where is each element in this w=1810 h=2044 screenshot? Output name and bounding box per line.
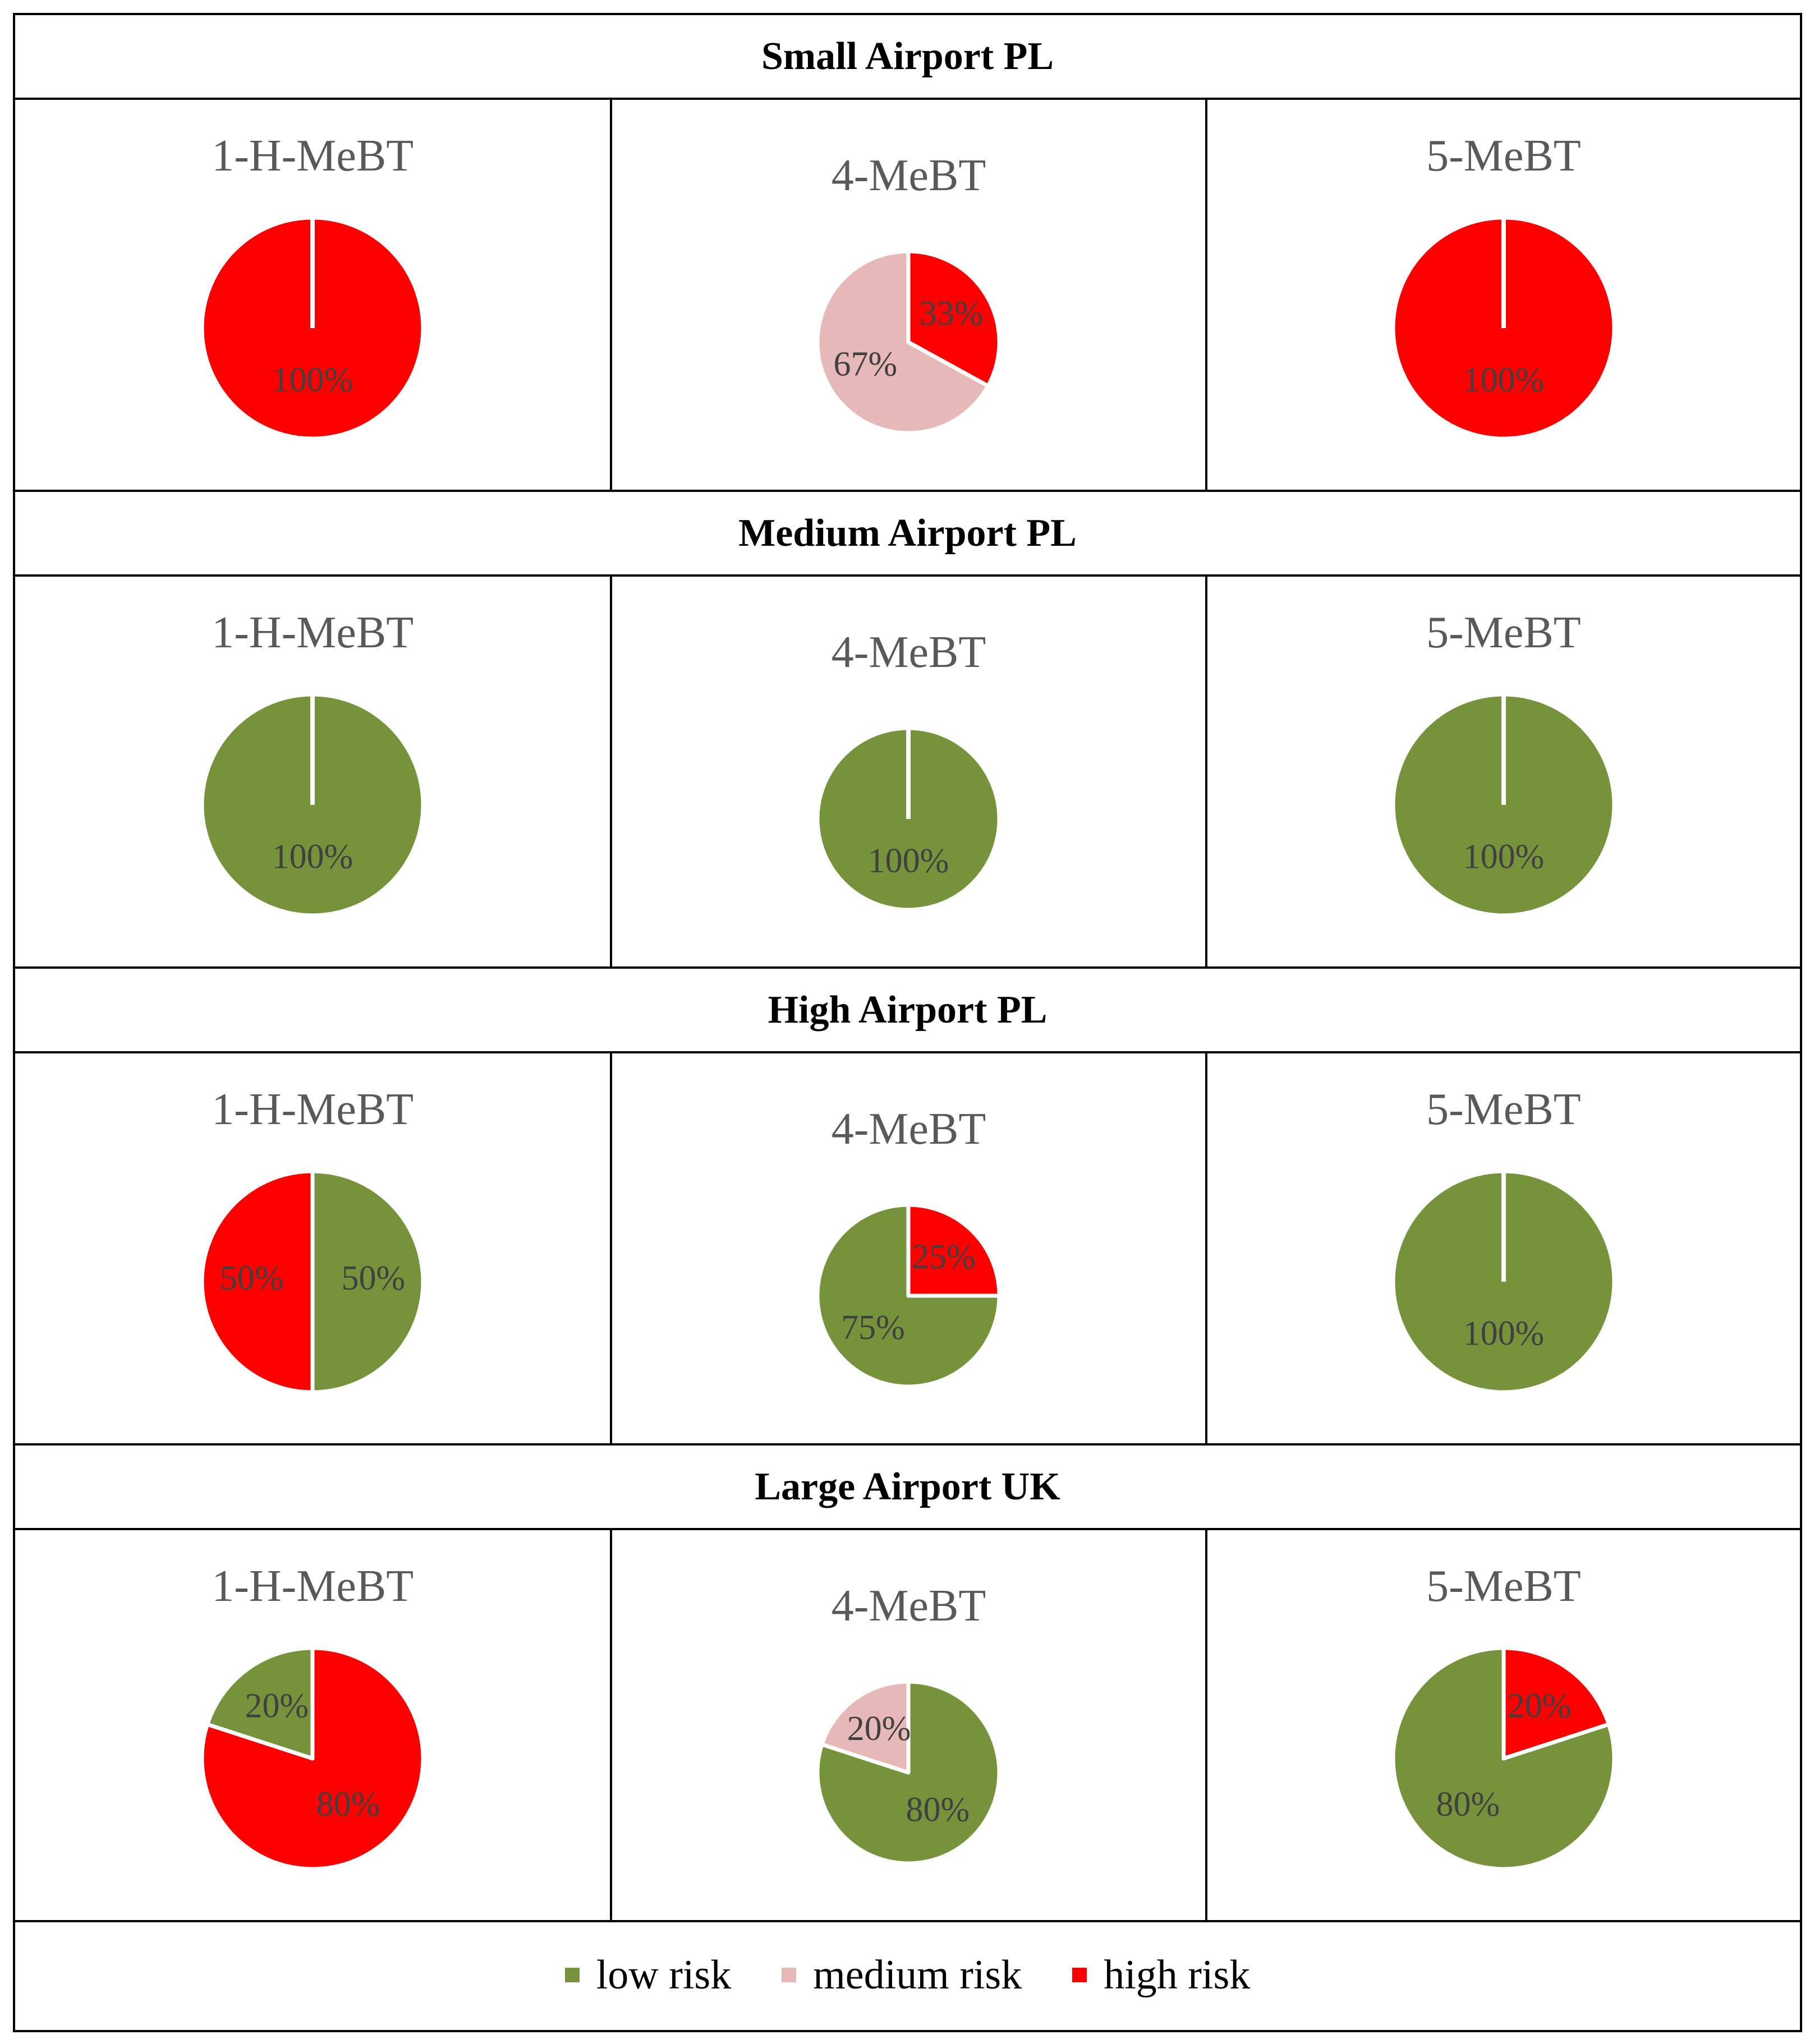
pie-chart: 100% [815,726,1002,912]
pie-data-label: 100% [1463,838,1544,876]
pie-slice-high [906,249,1002,388]
pie-slice-medium [816,249,990,435]
chart-title: 1-H-MeBT [212,131,414,181]
pie-chart: 100% [200,215,425,441]
pie-data-label: 80% [1436,1785,1500,1824]
pie-data-label: 80% [906,1790,970,1829]
legend-swatch-low [564,1968,580,1982]
pie-data-label: 25% [912,1238,976,1276]
chart-cell: 1-H-MeBT 80% 20% [15,1530,610,1920]
legend-label-medium: medium risk [813,1951,1022,1998]
pie-data-label: 80% [316,1785,380,1824]
chart-cell: 4-MeBT 25% 75% [610,1053,1205,1443]
chart-cell: 5-MeBT 100% [1205,100,1800,490]
section-title-large-airport-uk: Large Airport UK [15,1445,1800,1530]
pie-chart: 50% 50% [200,1169,425,1394]
chart-title: 1-H-MeBT [212,1562,414,1611]
chart-title: 1-H-MeBT [212,608,414,657]
chart-title: 4-MeBT [831,151,986,200]
pie-data-label: 100% [272,361,353,399]
pie-slice-low [1391,1646,1616,1871]
section-title-small-airport-pl: Small Airport PL [15,15,1800,100]
chart-cell: 4-MeBT 33% 67% [610,100,1205,490]
pie-chart: 80% 20% [200,1646,425,1871]
chart-row-medium-airport-pl: 1-H-MeBT 100% 4-MeBT 100% 5-MeBT 100% [15,577,1800,969]
pie-data-label: 100% [1463,361,1544,399]
legend-item-high: high risk [1072,1951,1250,1999]
chart-title: 4-MeBT [831,628,986,677]
pie-chart: 33% 67% [816,249,1002,435]
pie-data-label: 20% [1508,1687,1572,1725]
chart-title: 5-MeBT [1426,1085,1581,1134]
section-title-high-airport-pl: High Airport PL [15,969,1800,1053]
chart-title: 4-MeBT [831,1581,986,1631]
chart-cell: 4-MeBT 100% [610,577,1205,966]
chart-row-large-airport-uk: 1-H-MeBT 80% 20% 4-MeBT 80% 20% 5-MeBT 20% 80% [15,1530,1800,1922]
pie-data-label: 75% [842,1309,906,1347]
legend-swatch-medium [782,1968,797,1982]
chart-cell: 4-MeBT 80% 20% [610,1530,1205,1920]
legend-label-high: high risk [1104,1951,1251,1998]
chart-title: 5-MeBT [1426,131,1581,181]
chart-title: 5-MeBT [1426,1562,1581,1611]
pie-slice-medium [820,1679,911,1775]
chart-title: 5-MeBT [1426,608,1581,657]
pie-data-label: 100% [1463,1315,1544,1353]
chart-cell: 5-MeBT 100% [1205,577,1800,966]
pie-data-label: 67% [834,346,898,384]
pie-chart: 100% [1391,215,1616,441]
chart-title: 4-MeBT [831,1104,986,1154]
pie-slice-low [310,1169,425,1394]
chart-row-high-airport-pl: 1-H-MeBT 50% 50% 4-MeBT 25% 75% 5-MeBT 100% [15,1053,1800,1445]
pie-chart-grid: Small Airport PL 1-H-MeBT 100% 4-MeBT 33% 67%… [13,13,1802,2032]
pie-chart: 80% 20% [815,1679,1002,1866]
legend-swatch-high [1072,1968,1087,1982]
chart-cell: 1-H-MeBT 100% [15,100,610,490]
chart-cell: 5-MeBT 100% [1205,1053,1800,1443]
pie-data-label: 100% [868,842,949,880]
pie-slice-low [815,1203,1002,1389]
chart-cell: 5-MeBT 20% 80% [1205,1530,1800,1920]
pie-slice-high [906,1203,1002,1298]
pie-slice-high [200,1169,315,1394]
chart-row-small-airport-pl: 1-H-MeBT 100% 4-MeBT 33% 67% 5-MeBT 100% [15,100,1800,492]
pie-data-label: 100% [272,838,353,876]
pie-chart: 100% [1391,1169,1616,1394]
pie-chart: 100% [1391,692,1616,918]
pie-slice-low [205,1646,315,1761]
chart-cell: 1-H-MeBT 100% [15,577,610,966]
pie-data-label: 50% [342,1259,406,1297]
chart-cell: 1-H-MeBT 50% 50% [15,1053,610,1443]
legend-label-low: low risk [596,1951,732,1998]
section-title-medium-airport-pl: Medium Airport PL [15,492,1800,577]
pie-data-label: 33% [920,294,984,333]
pie-chart: 20% 80% [1391,1646,1616,1871]
pie-data-label: 50% [220,1259,284,1297]
pie-chart: 100% [200,692,425,918]
pie-chart: 25%75% [815,1203,1002,1389]
pie-data-label: 20% [245,1687,309,1725]
pie-data-label: 20% [847,1710,911,1748]
chart-title: 1-H-MeBT [212,1085,414,1134]
legend-item-medium: medium risk [782,1951,1022,1999]
legend-item-low: low risk [564,1951,732,1999]
legend: low risk medium risk high risk [15,1920,1800,2030]
